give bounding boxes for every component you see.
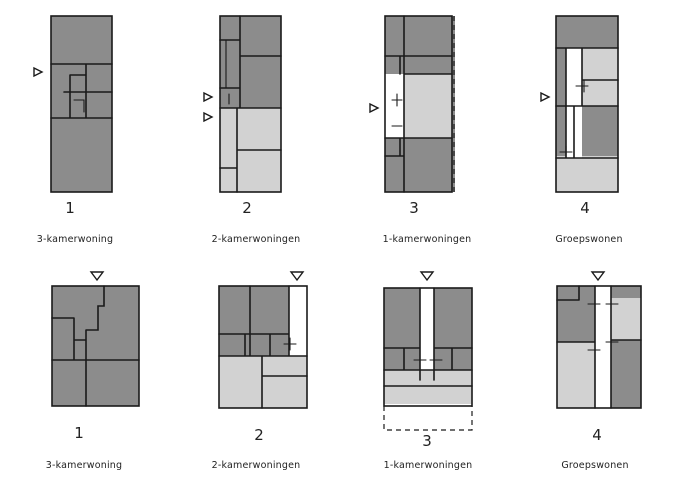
plan-top-4 — [540, 15, 619, 193]
plan-number: 1 — [74, 424, 84, 442]
plan-number: 3 — [422, 432, 432, 450]
plan-caption: 3-kamerwoning — [37, 234, 114, 245]
plan-caption: 1-kamerwoningen — [383, 234, 472, 245]
entrance-arrow-icon — [203, 111, 214, 123]
entrance-arrow-icon — [33, 66, 44, 78]
plan-number: 1 — [65, 199, 75, 217]
plan-bottom-1 — [51, 271, 140, 407]
plan-caption: 2-kamerwoningen — [212, 460, 301, 471]
plan-top-1 — [33, 15, 113, 193]
entrance-arrow-icon — [369, 102, 380, 114]
plan-number: 2 — [242, 199, 252, 217]
entrance-arrow-icon — [289, 271, 305, 282]
plan-caption: Groepswonen — [555, 234, 622, 245]
plan-bottom-4 — [556, 271, 642, 409]
plan-bottom-3 — [383, 271, 473, 431]
plan-top-3 — [369, 15, 455, 193]
plan-labels: 1 3-kamerwoning 2 2-kamerwoningen 3 1-ka… — [37, 199, 629, 471]
entrance-arrow-icon — [203, 91, 214, 103]
plan-number: 4 — [580, 199, 590, 217]
plan-bottom-2 — [218, 271, 308, 409]
plan-number: 2 — [254, 426, 264, 444]
plan-number: 4 — [592, 426, 602, 444]
plan-top-2 — [203, 15, 282, 193]
plan-number: 3 — [409, 199, 419, 217]
entrance-arrow-icon — [540, 91, 551, 103]
entrance-arrow-icon — [590, 271, 606, 282]
plan-caption: 3-kamerwoning — [46, 460, 123, 471]
entrance-arrow-icon — [419, 271, 435, 282]
plan-caption: 1-kamerwoningen — [384, 460, 473, 471]
plan-caption: 2-kamerwoningen — [212, 234, 301, 245]
plan-caption: Groepswonen — [561, 460, 628, 471]
entrance-arrow-icon — [89, 271, 105, 282]
